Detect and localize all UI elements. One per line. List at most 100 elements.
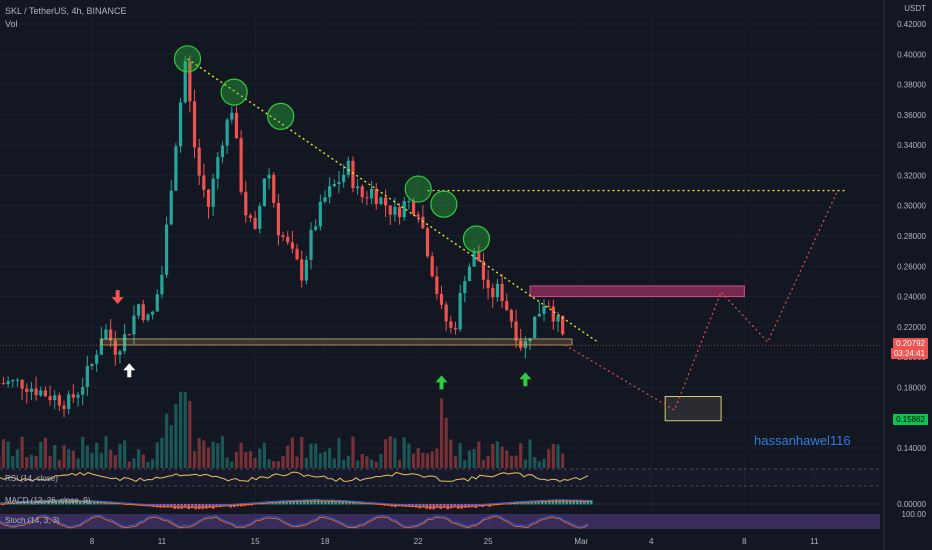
volume-bar	[150, 459, 155, 468]
volume-bar	[360, 453, 364, 468]
candle-body	[356, 186, 360, 189]
candle-body	[164, 224, 169, 275]
macd-histogram-bar	[303, 499, 306, 505]
candle-body	[416, 214, 420, 217]
volume-bar	[547, 449, 551, 468]
rsi-pane	[0, 469, 880, 486]
macd-histogram-bar	[544, 501, 547, 505]
candle-body	[234, 112, 239, 139]
volume-bar	[234, 451, 239, 468]
macd-label: MACD (12, 26, close, 9)	[5, 496, 91, 505]
candle-body	[290, 242, 294, 249]
candle-body	[537, 313, 541, 317]
macd-histogram-bar	[198, 504, 201, 510]
candle-body	[276, 202, 280, 236]
volume-bar	[62, 445, 66, 468]
candle-body	[160, 274, 164, 295]
volume-bar	[374, 461, 378, 468]
rsi-line	[0, 471, 589, 483]
candle-body	[192, 101, 197, 148]
macd-histogram-bar	[282, 500, 285, 505]
candle-body	[309, 229, 313, 260]
x-tick-label: 11	[158, 537, 167, 546]
volume-bar	[192, 451, 197, 468]
stoch-pane	[0, 514, 880, 529]
candle-body	[542, 306, 546, 314]
candle-body	[118, 351, 122, 355]
candle-body	[509, 309, 513, 322]
volume-bar	[20, 436, 24, 468]
volume-bar	[416, 448, 420, 468]
macd-histogram-bar	[264, 503, 267, 505]
candle-body	[514, 321, 518, 341]
volume-bar	[220, 436, 225, 468]
candle-body	[25, 388, 29, 392]
macd-histogram-bar	[86, 500, 89, 505]
y-tick-label: 0.24000	[897, 293, 926, 302]
volume-bar	[342, 459, 346, 468]
up-arrow-icon	[519, 372, 532, 387]
volume-bar	[439, 398, 444, 468]
high-circle	[404, 175, 432, 203]
volume-bar	[197, 438, 201, 468]
x-tick-label: Mar	[574, 537, 588, 546]
volume-bar	[528, 439, 532, 468]
candle-body	[34, 388, 38, 396]
candle-body	[467, 266, 472, 282]
macd-histogram-bar	[33, 501, 36, 505]
candle-body	[155, 294, 159, 312]
macd-histogram-bar	[418, 504, 421, 509]
macd-histogram-bar	[61, 500, 64, 505]
candle-body	[99, 338, 103, 355]
x-tick-label: 22	[414, 537, 423, 546]
candle-body	[43, 390, 47, 397]
macd-histogram-bar	[65, 499, 68, 505]
candle-body	[146, 314, 150, 320]
candle-body	[6, 381, 10, 384]
candle-body	[39, 390, 43, 396]
macd-histogram-bar	[331, 499, 334, 505]
candle-body	[458, 292, 462, 330]
candle-body	[374, 189, 378, 205]
candle-body	[206, 189, 211, 207]
volume-bar	[467, 450, 472, 468]
volume-bar	[351, 436, 355, 468]
volume-bar	[388, 436, 392, 468]
candle-body	[477, 251, 481, 262]
macd-histogram-bar	[583, 501, 586, 505]
volume-bar	[430, 451, 434, 468]
macd-histogram-bar	[156, 504, 159, 508]
macd-histogram-bar	[485, 504, 488, 506]
candle-body	[393, 206, 397, 215]
volume-bar	[132, 458, 136, 468]
volume-bar	[258, 448, 262, 468]
volume-bar	[542, 458, 546, 468]
candle-body	[127, 334, 131, 336]
volume-bar	[206, 447, 211, 468]
volume-bar	[113, 455, 117, 468]
macd-histogram-bar	[310, 499, 313, 505]
volume-bar	[533, 457, 537, 468]
volume-bar	[551, 443, 555, 468]
volume-bar	[137, 449, 141, 468]
macd-histogram-bar	[271, 502, 274, 505]
macd-histogram-bar	[299, 500, 302, 505]
x-tick-label: 11	[810, 537, 819, 546]
macd-histogram-bar	[471, 504, 474, 508]
macd-histogram-bar	[572, 500, 575, 505]
macd-histogram-bar	[131, 503, 134, 505]
volume-bar	[537, 461, 541, 468]
candle-body	[178, 102, 183, 147]
candle-body	[286, 236, 290, 243]
x-tick-label: 15	[251, 537, 260, 546]
y-tick-label: 0.40000	[897, 50, 926, 59]
candle-body	[407, 200, 411, 202]
macd-histogram-bar	[54, 500, 57, 505]
resistance-zone	[529, 285, 745, 298]
candle-body	[225, 119, 229, 146]
candle-body	[85, 366, 89, 388]
volume-bar	[34, 455, 38, 468]
volume-bar	[397, 460, 402, 468]
macd-histogram-bar	[313, 499, 316, 505]
